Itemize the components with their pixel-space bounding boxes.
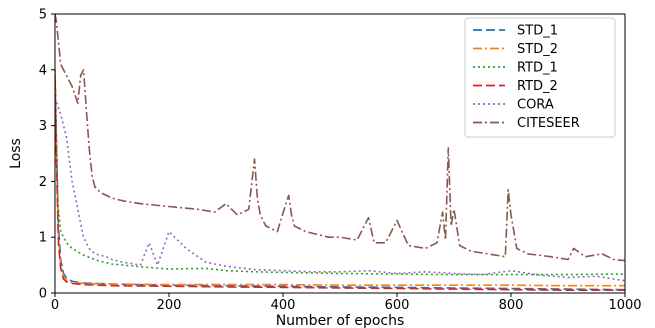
series-line-std-2 xyxy=(55,69,625,287)
legend-label: STD_2 xyxy=(517,42,558,57)
y-tick-label: 3 xyxy=(39,119,47,134)
y-tick-label: 5 xyxy=(39,8,47,23)
y-tick-label: 2 xyxy=(39,175,47,190)
x-tick-label: 0 xyxy=(51,298,59,313)
x-tick-label: 400 xyxy=(271,298,296,313)
x-tick-label: 800 xyxy=(499,298,524,313)
x-tick-label: 200 xyxy=(157,298,182,313)
y-tick-label: 4 xyxy=(39,63,47,78)
y-tick-label: 1 xyxy=(39,231,47,246)
legend-label: RTD_1 xyxy=(517,61,558,76)
axes: 0 200 400 600 800 1000 0 1 2 3 4 5 Number of epochs L… xyxy=(8,8,642,328)
legend-label: STD_1 xyxy=(517,24,558,39)
series-line-rtd-2 xyxy=(55,80,625,291)
plot-area xyxy=(55,14,625,291)
legend-label: RTD_2 xyxy=(517,79,558,94)
y-axis-label: Loss xyxy=(8,138,24,169)
plot-frame xyxy=(54,13,626,294)
series-line-std-1 xyxy=(55,75,625,291)
legend-label: CORA xyxy=(517,98,554,113)
legend-label: CITESEER xyxy=(517,116,580,131)
series-line-rtd-1 xyxy=(55,69,625,276)
x-tick-label: 1000 xyxy=(608,298,641,313)
x-tick-label: 600 xyxy=(385,298,410,313)
x-axis-label: Number of epochs xyxy=(276,313,405,328)
y-tick-label: 0 xyxy=(39,287,47,302)
series-line-citeseer xyxy=(55,14,625,262)
legend: STD_1 STD_2 RTD_1 RTD_2 CORA CITESEER xyxy=(464,17,616,138)
